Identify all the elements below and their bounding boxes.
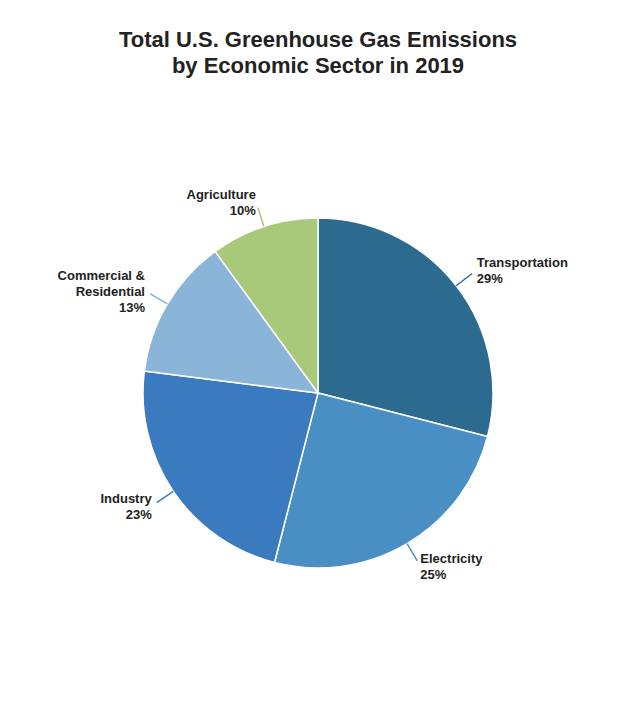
svg-text:Industry23%: Industry23% — [100, 490, 152, 521]
html-text:Total U.S. Greenhouse Gas Emis: Total U.S. Greenhouse Gas Emissions — [118, 27, 518, 52]
svg-text:Transportation29%: Transportation29% — [477, 254, 568, 285]
svg-text:Commercial &Residential13%: Commercial &Residential13% — [58, 267, 146, 314]
html-text:by Economic Sector in 2019: by Economic Sector in 2019 — [171, 53, 465, 78]
svg-text:Electricity25%: Electricity25% — [420, 551, 483, 582]
svg-text:Agriculture10%: Agriculture10% — [187, 186, 257, 217]
